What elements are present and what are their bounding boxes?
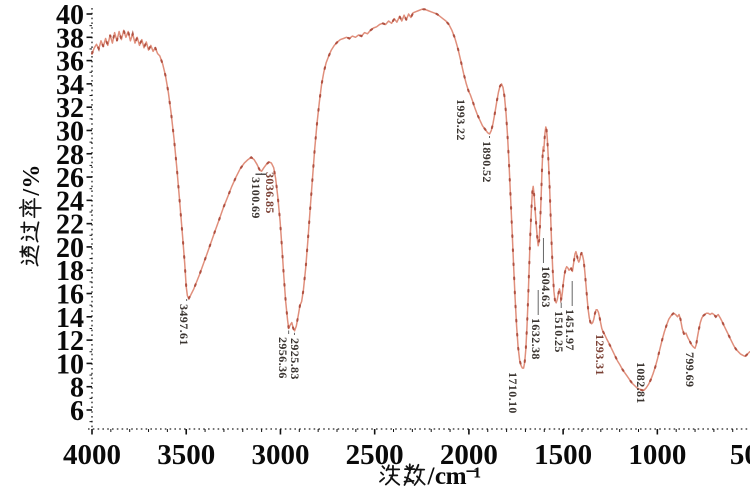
x-axis-title-text: ⁻ (465, 463, 478, 490)
x-tick-label: 4000 (63, 439, 121, 471)
y-axis-title-hanzi (20, 221, 40, 243)
y-tick-label: 14 (56, 303, 84, 334)
y-tick-label: 16 (56, 280, 84, 311)
y-tick-label: 18 (56, 256, 84, 287)
x-tick-label: 3000 (251, 439, 309, 471)
y-tick-label: 36 (56, 47, 84, 78)
peak-label: 1993.22 (454, 99, 468, 141)
axes (86, 8, 750, 435)
peak-label: 2956.36 (276, 337, 290, 379)
peak-label: 1632.38 (529, 318, 543, 360)
peak-label: 2925.83 (288, 338, 302, 380)
x-axis-title-text: / (427, 463, 436, 490)
y-axis-title-hanzi (18, 197, 42, 219)
x-axis-title-hanzi (379, 464, 401, 486)
y-tick-label: 38 (56, 23, 84, 54)
x-tick-label: 1000 (628, 439, 686, 471)
x-tick-label: 2500 (346, 439, 404, 471)
x-tick-label: 1500 (534, 439, 592, 471)
x-axis-title-text: c (435, 463, 446, 490)
x-axis-title-hanzi (403, 463, 426, 486)
x-axis-title-text: m (446, 463, 467, 490)
y-tick-label: 6 (70, 396, 84, 427)
y-tick-label: 40 (56, 0, 84, 31)
peak-label: 1451.97 (563, 309, 577, 351)
y-tick-label: 32 (56, 93, 84, 124)
y-tick-label: 28 (56, 140, 84, 171)
x-tick-label: 500 (730, 439, 750, 471)
peak-label: 799.69 (683, 352, 697, 387)
y-tick-label: 34 (56, 70, 84, 101)
peak-label: 3036.85 (263, 172, 277, 214)
y-tick-label: 24 (56, 186, 84, 217)
spectrum-curve (90, 8, 750, 392)
peak-label: 1604.63 (539, 266, 553, 308)
peak-label: 1293.31 (593, 334, 607, 376)
y-tick-label: 30 (56, 116, 84, 147)
x-tick-label: 2000 (440, 439, 498, 471)
x-axis-title: / c m⁻¹ (379, 463, 482, 490)
y-axis-title-text: % (18, 164, 45, 188)
y-axis-title-text: / (18, 189, 45, 197)
y-tick-label: 8 (70, 373, 84, 404)
peak-label: 3497.61 (177, 304, 191, 346)
y-tick-label: 26 (56, 163, 84, 194)
y-axis-title: /% (18, 164, 45, 267)
y-tick-label: 20 (56, 233, 84, 264)
y-axis-title-hanzi (19, 245, 40, 267)
peak-label: 3100.69 (249, 177, 263, 219)
peak-label: 1082.81 (634, 362, 648, 404)
spectrum-data-markers (90, 8, 750, 392)
y-tick-label: 22 (56, 210, 84, 241)
peak-label: 1510.25 (552, 311, 566, 353)
peak-label: 1890.52 (480, 141, 494, 183)
y-tick-label: 12 (56, 326, 84, 357)
y-tick-label: 10 (56, 349, 84, 380)
axis-titles: /%/c m⁻¹ (18, 164, 481, 490)
x-tick-label: 3500 (157, 439, 215, 471)
x-axis-title-text: ¹ (474, 463, 482, 490)
peak-label: 1710.10 (506, 372, 520, 414)
